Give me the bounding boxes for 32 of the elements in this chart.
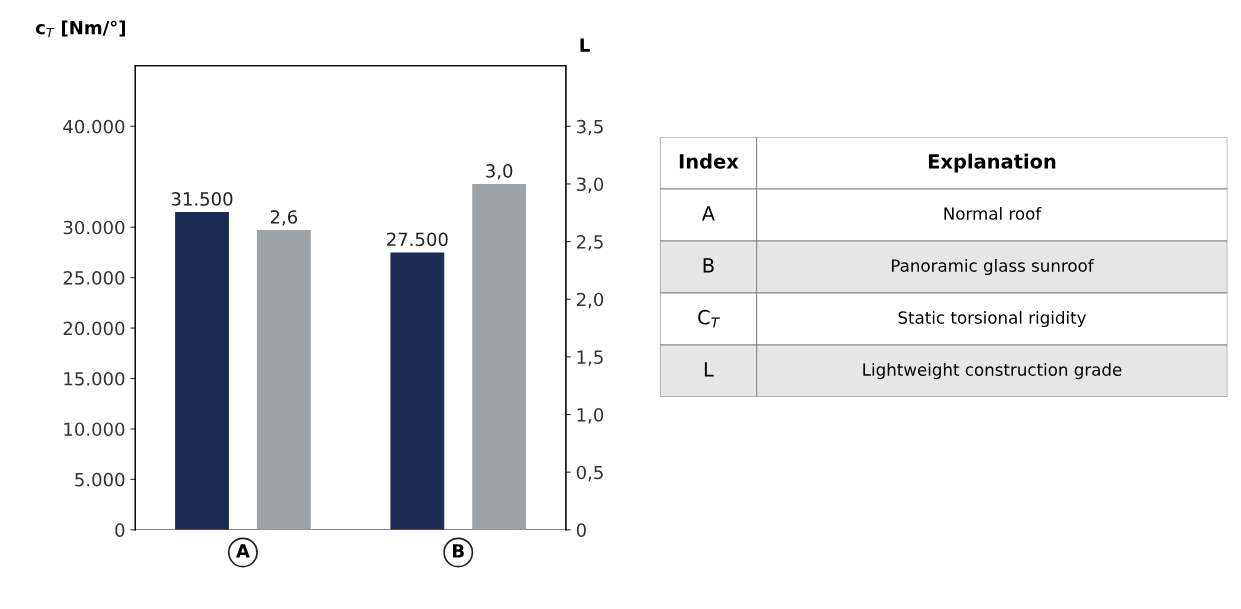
data-label: 3,0 — [486, 164, 513, 180]
y2-tick-label: 0,5 — [576, 465, 603, 482]
y2-axis-title: L — [580, 38, 590, 52]
y-tick-label: 15.000 — [64, 371, 125, 386]
text: B — [703, 258, 714, 273]
y-tick-label: 20.000 — [63, 321, 125, 336]
y-tick-label: 5.000 — [75, 472, 125, 487]
y2-tick-label: 1,5 — [577, 350, 603, 366]
y-axis-title: c$_{T}$ [Nm/°] — [35, 20, 125, 38]
text: Normal roof — [944, 206, 1042, 220]
y-tick-label: 0 — [115, 523, 125, 537]
data-label: 31.500 — [171, 192, 233, 206]
text: L — [704, 362, 714, 377]
y2-tick-label: 0 — [576, 523, 586, 537]
y-tick-label: 10.000 — [64, 422, 125, 437]
y-tick-label: 30.000 — [63, 220, 125, 235]
text: Lightweight construction grade — [863, 363, 1122, 380]
y2-tick-label: 2,5 — [576, 235, 603, 251]
text: C$_{T}$ — [698, 309, 720, 328]
y2-tick-label: 3,0 — [576, 177, 604, 193]
y-tick-label: 40.000 — [63, 119, 125, 134]
text: Static torsional rigidity — [898, 310, 1087, 328]
data-label: 27.500 — [387, 232, 448, 247]
text: Panoramic glass sunroof — [891, 258, 1094, 276]
text: Index — [679, 153, 739, 169]
y2-tick-label: 2,0 — [576, 292, 604, 309]
y-tick-label: 25.000 — [63, 271, 125, 285]
text: A — [701, 206, 715, 221]
data-label: 2,6 — [270, 210, 298, 226]
y2-tick-label: 1,0 — [577, 408, 604, 424]
y2-tick-label: 3,5 — [576, 119, 603, 136]
text: Explanation — [928, 153, 1056, 173]
